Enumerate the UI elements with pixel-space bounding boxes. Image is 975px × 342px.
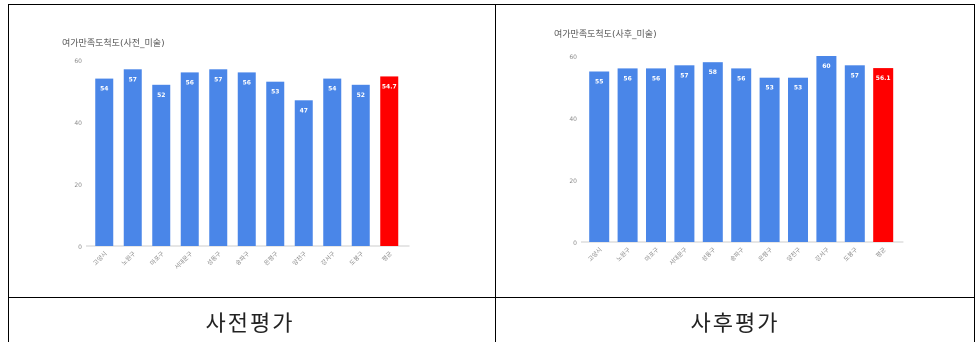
pre-evaluation-caption: 사전평가 <box>205 312 295 337</box>
y-tick-label: 20 <box>569 178 577 185</box>
bar-value-label: 56 <box>623 75 631 82</box>
bar <box>674 65 695 242</box>
bar-value-label: 54 <box>328 86 336 93</box>
bar-value-label: 52 <box>157 92 165 99</box>
x-category-label: 성동구 <box>205 249 223 267</box>
bar-value-label: 56 <box>652 75 660 82</box>
bar-value-label: 56 <box>737 75 745 82</box>
bar <box>95 78 114 246</box>
x-category-label: 송파구 <box>728 245 746 263</box>
bar <box>788 77 808 242</box>
bar-value-label: 57 <box>680 72 688 79</box>
bar-value-label: 47 <box>300 107 308 114</box>
post-caption-cell <box>495 297 975 342</box>
x-category-label: 평균 <box>874 245 888 259</box>
bar-value-label: 54 <box>100 86 108 93</box>
x-category-label: 마포구 <box>643 245 661 263</box>
bar-value-label: 57 <box>129 76 137 83</box>
x-category-label: 양천구 <box>785 245 803 263</box>
y-tick-label: 40 <box>74 120 82 127</box>
bar <box>759 77 780 242</box>
x-category-label: 은평구 <box>757 245 775 263</box>
y-tick-label: 0 <box>573 240 577 247</box>
pre-evaluation-chart: 60 40 20 0 54 고양시 57 노원구 52 마포구 56 서대문구 57 성동구 56 송파구 53… <box>74 58 410 271</box>
bar <box>731 68 752 243</box>
bar <box>646 68 666 243</box>
x-category-label: 강서구 <box>319 249 337 267</box>
x-category-label: 노원구 <box>615 245 633 263</box>
x-category-label: 강서구 <box>813 245 831 263</box>
x-category-label: 송파구 <box>234 249 252 267</box>
pre-caption-cell <box>8 297 496 342</box>
bar <box>589 71 610 242</box>
bar <box>123 69 142 246</box>
pre-chart-title: 여가만족도척도(사전_미술) <box>62 39 165 49</box>
bar-value-label: 54.7 <box>382 83 397 90</box>
bar <box>702 62 723 243</box>
bar <box>323 78 342 246</box>
x-category-label: 노원구 <box>120 249 138 267</box>
bar <box>209 69 228 246</box>
x-category-label: 마포구 <box>148 249 166 267</box>
bar <box>180 72 199 247</box>
bar <box>617 68 638 243</box>
post-chart-title: 여가만족도척도(사후_미술) <box>554 30 657 40</box>
bar-value-label: 57 <box>214 76 222 83</box>
bar-value-label: 56 <box>186 79 194 86</box>
post-evaluation-caption: 사후평가 <box>690 312 780 337</box>
x-category-label: 은평구 <box>262 249 280 267</box>
y-tick-label: 40 <box>569 116 577 123</box>
x-category-label: 평균 <box>380 249 394 263</box>
y-tick-label: 0 <box>78 244 82 251</box>
x-category-label: 성동구 <box>700 245 718 263</box>
bar-value-label: 58 <box>709 69 717 76</box>
x-category-label: 도봉구 <box>348 249 366 267</box>
x-category-label: 고양시 <box>586 246 603 263</box>
bar <box>351 84 370 246</box>
bar <box>294 100 313 246</box>
x-category-label: 서대문구 <box>668 245 690 267</box>
bar-value-label: 60 <box>822 63 830 70</box>
bar <box>266 81 285 246</box>
x-category-label: 서대문구 <box>173 249 195 271</box>
bar-value-label: 53 <box>794 85 802 92</box>
y-tick-label: 60 <box>569 54 577 61</box>
average-bar <box>380 76 399 247</box>
bar-value-label: 52 <box>357 92 365 99</box>
x-category-label: 도봉구 <box>842 245 860 263</box>
bar-value-label: 56.1 <box>876 75 891 82</box>
bar-value-label: 57 <box>851 72 859 79</box>
bar-value-label: 55 <box>595 79 603 86</box>
y-tick-label: 20 <box>74 182 82 189</box>
bar <box>816 56 837 242</box>
post-evaluation-chart: 60 40 20 0 55 고양시 56 노원구 56 마포구 57 서대문구 58 성동구 56 송파구 53… <box>569 54 904 267</box>
bar-value-label: 53 <box>271 89 279 96</box>
x-category-label: 양천구 <box>291 249 309 267</box>
x-category-label: 고양시 <box>91 250 108 267</box>
y-tick-label: 60 <box>74 58 82 65</box>
bar <box>237 72 256 247</box>
bar-value-label: 53 <box>765 85 773 92</box>
bar-value-label: 56 <box>243 79 251 86</box>
average-bar <box>873 68 894 242</box>
bar <box>844 65 865 242</box>
bar <box>152 84 171 246</box>
